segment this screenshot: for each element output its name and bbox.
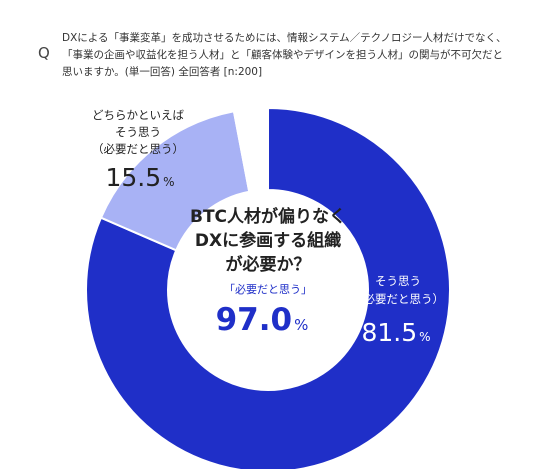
slice-label-dochiraka-line-3: （必要だと思う） <box>92 142 184 156</box>
question-marker: Q <box>38 44 50 62</box>
center-unit: % <box>294 316 308 334</box>
center-title-line-2: DXに参画する組織 <box>195 230 341 251</box>
slice-label-dochiraka-line-1: どちらかといえば <box>92 108 184 122</box>
center-value: 97.0 <box>216 302 293 338</box>
question-line-1: DXによる「事業変革」を成功させるためには、情報システム／テクノロジー人材だけで… <box>62 32 507 44</box>
donut-slices <box>85 106 451 469</box>
center-title-line-1: BTC人材が偏りなく <box>190 206 346 227</box>
slice-unit-dochiraka: % <box>163 175 174 189</box>
slice-value-so-omou: 81.5 <box>361 318 417 347</box>
slice-other <box>232 106 269 193</box>
slice-label-so-omou-line-2: （必要だと思う） <box>352 292 444 306</box>
question-line-2: 「事業の企画や収益化を担う人材」と「顧客体験やデザインを担う人材」の関与が不可欠… <box>62 49 503 61</box>
slice-value-dochiraka-text: 15.5% <box>105 163 174 192</box>
question-text: DXによる「事業変革」を成功させるためには、情報システム／テクノロジー人材だけで… <box>62 30 507 81</box>
center-title-line-3: が必要か？ <box>226 254 311 275</box>
slice-value-dochiraka: 15.5 <box>105 163 161 192</box>
center-subtitle: 「必要だと思う」 <box>224 283 312 296</box>
slice-value-so-omou-text: 81.5% <box>361 318 430 347</box>
center-value-text: 97.0% <box>216 302 309 338</box>
slice-label-so-omou-line-1: そう思う <box>375 274 421 288</box>
slice-so-omou <box>85 106 451 469</box>
question-line-3: 思いますか。(単一回答) 全回答者 [n:200] <box>62 66 263 78</box>
slice-unit-so-omou: % <box>419 330 430 344</box>
slice-label-dochiraka-line-2: そう思う <box>115 125 161 139</box>
